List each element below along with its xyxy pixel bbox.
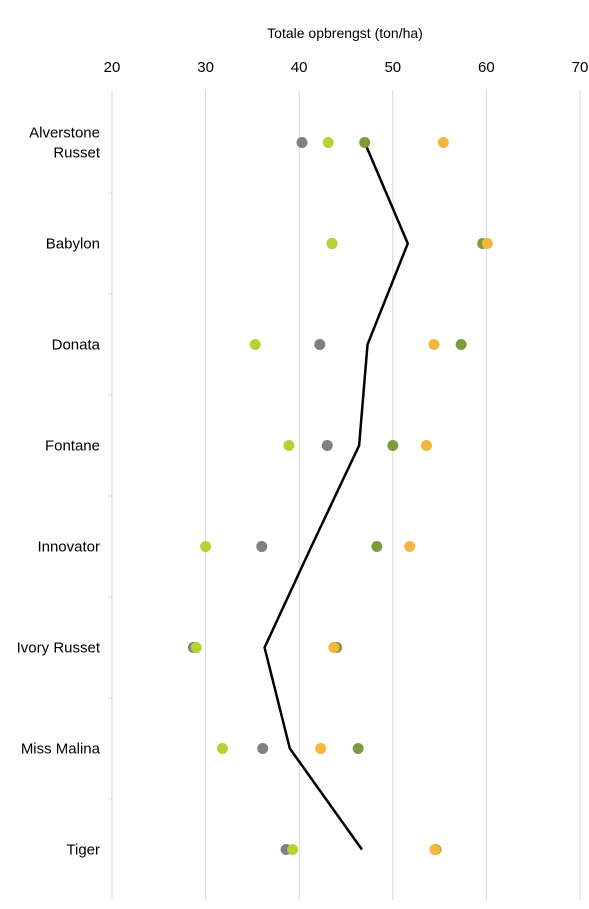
category-labels: Alverstone Russet Babylon Donata Fontane Inno… bbox=[17, 125, 101, 859]
data-point-series-3 bbox=[481, 238, 493, 249]
series-points bbox=[187, 137, 493, 855]
category-label: Ivory Russet bbox=[17, 640, 101, 657]
x-tick-labels: 20 30 40 50 60 70 bbox=[104, 59, 589, 76]
series-line bbox=[263, 142, 410, 851]
category-label: Babylon bbox=[46, 236, 100, 253]
data-point-series-0 bbox=[314, 339, 326, 350]
data-point-series-2 bbox=[455, 339, 467, 350]
data-point-series-1 bbox=[200, 541, 212, 552]
x-tick-label-70: 70 bbox=[572, 59, 589, 76]
x-tick-label-30: 30 bbox=[197, 59, 214, 76]
data-point-series-2 bbox=[352, 743, 364, 754]
data-point-series-1 bbox=[216, 743, 228, 754]
x-tick-label-40: 40 bbox=[291, 59, 308, 76]
x-tick-label-20: 20 bbox=[104, 59, 121, 76]
data-point-series-3 bbox=[437, 137, 449, 148]
category-label: Innovator bbox=[37, 539, 100, 556]
category-label: Miss Malina bbox=[21, 741, 101, 758]
category-label: Fontane bbox=[45, 438, 100, 455]
data-point-series-0 bbox=[321, 440, 333, 451]
data-point-series-3 bbox=[420, 440, 432, 451]
data-point-series-3 bbox=[328, 642, 340, 653]
data-point-series-1 bbox=[249, 339, 261, 350]
data-point-series-3 bbox=[404, 541, 416, 552]
x-tick-label-60: 60 bbox=[478, 59, 495, 76]
category-label: Alverstone Russet bbox=[29, 125, 101, 162]
data-point-series-1 bbox=[283, 440, 295, 451]
data-point-series-0 bbox=[256, 541, 268, 552]
data-point-series-2 bbox=[359, 137, 371, 148]
data-point-series-3 bbox=[428, 339, 440, 350]
series-lines bbox=[263, 142, 410, 851]
data-point-series-0 bbox=[296, 137, 308, 148]
data-point-series-1 bbox=[287, 844, 299, 855]
x-tick-label-50: 50 bbox=[384, 59, 401, 76]
data-point-series-3 bbox=[315, 743, 327, 754]
data-point-series-2 bbox=[387, 440, 399, 451]
category-label: Donata bbox=[52, 337, 101, 354]
gridlines bbox=[108, 90, 581, 900]
data-point-series-1 bbox=[326, 238, 338, 249]
data-point-series-3 bbox=[429, 844, 441, 855]
data-point-series-1 bbox=[322, 137, 334, 148]
x-axis-title: Totale opbrengst (ton/ha) bbox=[267, 25, 423, 41]
data-point-series-1 bbox=[190, 642, 202, 653]
category-label: Tiger bbox=[66, 842, 100, 859]
data-point-series-2 bbox=[371, 541, 383, 552]
data-point-series-0 bbox=[257, 743, 269, 754]
